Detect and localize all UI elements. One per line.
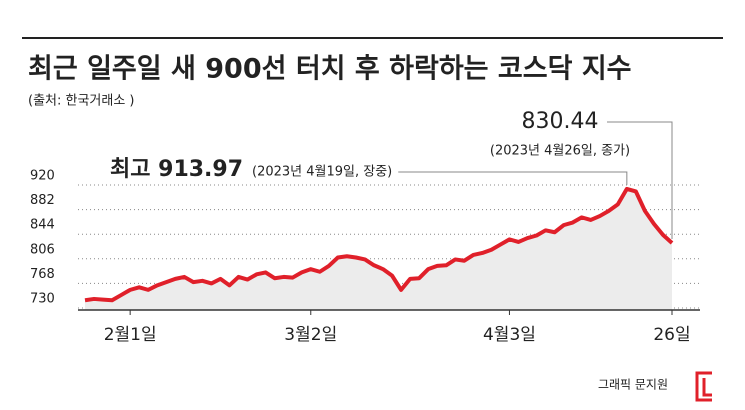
value-label: 830.44 (522, 109, 599, 134)
x-tick-label: 26일 (653, 325, 690, 345)
x-tick-label: 2월1일 (104, 325, 157, 345)
value-note: (2023년 4월19일, 장중) (252, 165, 392, 180)
y-tick-label: 806 (30, 242, 55, 257)
y-tick-label: 882 (30, 193, 55, 208)
y-tick-label: 730 (30, 292, 55, 307)
y-tick-label: 920 (30, 169, 55, 184)
value-note: (2023년 4월26일, 종가) (490, 144, 630, 159)
y-tick-label: 844 (30, 218, 55, 233)
logo (695, 371, 712, 402)
leader-line (398, 171, 628, 185)
chart-title: 최근 일주일 새 900선 터치 후 하락하는 코스닥 지수 (28, 54, 632, 85)
y-tick-label: 768 (30, 267, 55, 282)
source: (출처: 한국거래소 ) (28, 94, 135, 109)
x-tick-label: 3월2일 (284, 325, 337, 345)
area (85, 188, 672, 310)
leader-line (607, 121, 673, 239)
x-tick-label: 4월3일 (483, 325, 536, 345)
value-label: 최고 913.97 (110, 157, 243, 182)
credit: 그래픽 문지원 (598, 378, 668, 392)
line (84, 186, 674, 303)
